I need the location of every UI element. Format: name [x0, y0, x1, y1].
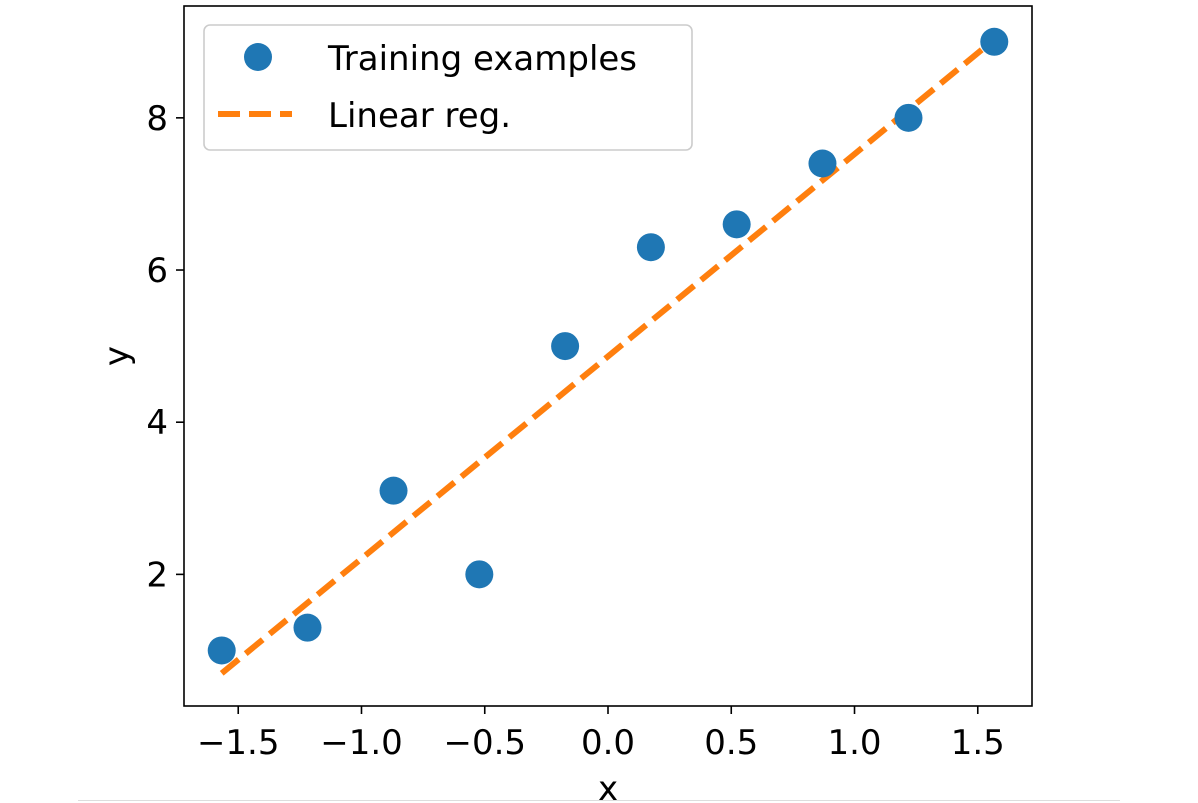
x-tick-label: −1.0: [320, 723, 403, 763]
training-example-point: [551, 332, 580, 361]
training-example-point: [722, 210, 751, 239]
y-tick-label: 6: [146, 251, 168, 291]
training-example-point: [980, 27, 1009, 56]
y-tick-label: 2: [146, 555, 168, 595]
training-example-point: [636, 233, 665, 262]
training-example-point: [894, 103, 923, 132]
regression-line-layer: [219, 37, 997, 676]
training-example-point: [293, 613, 322, 642]
y-tick-label: 4: [146, 403, 168, 443]
legend-box: [203, 24, 693, 151]
x-tick-label: 1.5: [951, 723, 1005, 763]
y-axis-ticks: 2 4 6 8: [146, 99, 184, 595]
y-tick-label: 8: [146, 99, 168, 139]
legend-label-training-examples: Training examples: [327, 39, 637, 79]
linear-regression-line: [219, 37, 997, 676]
training-example-point: [465, 560, 494, 589]
training-example-point: [808, 149, 837, 178]
y-axis-label: y: [97, 346, 137, 366]
training-example-point: [207, 636, 236, 665]
legend: Training examples Linear reg.: [203, 24, 693, 151]
legend-marker-training-examples: [244, 43, 272, 71]
x-tick-label: 0.5: [704, 723, 758, 763]
legend-label-linear-reg: Linear reg.: [328, 96, 511, 136]
x-tick-label: 1.0: [827, 723, 881, 763]
x-axis-ticks: −1.5 −1.0 −0.5 0.0 0.5 1.0 1.5: [197, 706, 1005, 763]
training-points-layer: [207, 27, 1009, 665]
x-tick-label: −1.5: [197, 723, 280, 763]
training-example-point: [379, 476, 408, 505]
x-tick-label: 0.0: [581, 723, 635, 763]
x-tick-label: −0.5: [443, 723, 526, 763]
bottom-divider: [78, 800, 1120, 801]
x-axis-label: x: [598, 769, 618, 803]
